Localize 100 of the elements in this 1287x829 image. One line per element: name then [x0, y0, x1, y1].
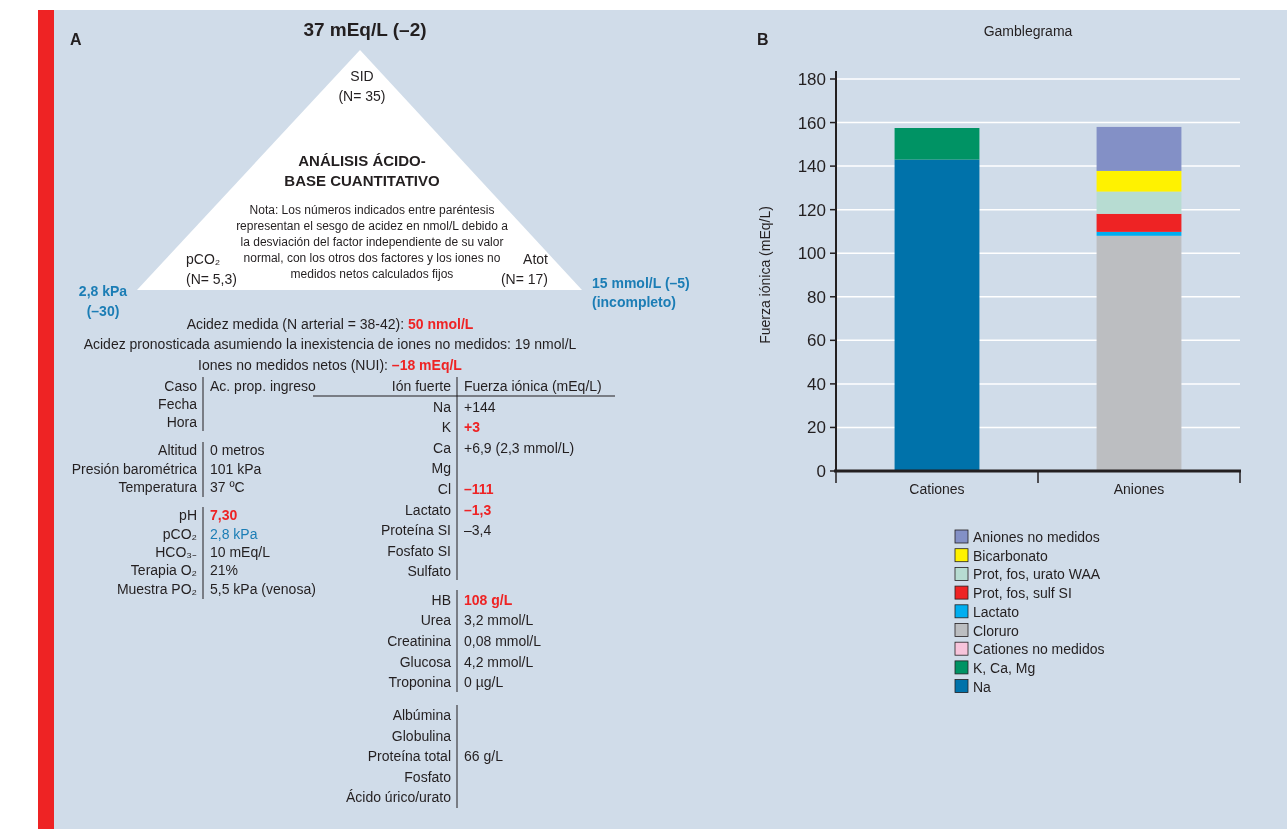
y-tick-label: 40 [807, 374, 826, 394]
text: 37 mEq/L (–2) [303, 19, 427, 40]
text: Fosfato SI [387, 543, 451, 559]
text: 108 g/L [464, 592, 513, 608]
legend-label: Prot, fos, sulf SI [973, 585, 1072, 602]
text: HCO₃₋ [155, 544, 197, 560]
text: Temperatura [118, 479, 198, 495]
text: 5,5 kPa (venosa) [210, 581, 316, 597]
y-tick-label: 60 [807, 331, 826, 351]
y-tick-label: 80 [807, 287, 826, 307]
text: Presión barométrica [71, 461, 198, 477]
legend-label: K, Ca, Mg [973, 659, 1036, 676]
text: medidos netos calculados fijos [290, 267, 454, 281]
text: Proteína total [367, 748, 451, 764]
text: Acidez pronosticada asumiendo la inexistencia de iones no medidos: 19 nmol/L [83, 336, 577, 352]
text: –1,3 [464, 502, 492, 518]
text: Nota: Los números indicados entre paréntesis [249, 203, 495, 217]
text: A [70, 31, 82, 48]
text: (N= 17) [500, 271, 548, 287]
text: 66 g/L [464, 748, 504, 764]
legend-label: Aniones no medidos [973, 529, 1100, 545]
text: Altitud [158, 442, 197, 458]
text: (N= 35) [338, 88, 386, 104]
text: (incompleto) [592, 294, 676, 310]
text: Cl [437, 481, 451, 497]
text: Lactato [405, 502, 452, 518]
text: normal, con los otros dos factores y los iones no [243, 251, 501, 265]
text: Globulina [391, 728, 452, 744]
legend-label: Bicarbonato [973, 547, 1048, 564]
text: pH [179, 507, 197, 523]
text: HB [431, 592, 451, 608]
text: 0,08 mmol/L [464, 633, 542, 649]
text: (N= 5,3) [186, 271, 237, 287]
text: 10 mEq/L [210, 544, 271, 560]
legend-label: Cloruro [973, 622, 1020, 639]
text: 3,2 mmol/L [464, 612, 534, 628]
text: Glucosa [399, 654, 452, 670]
legend-label: Lactato [973, 603, 1020, 620]
legend-label: Prot, fos, urato WAA [973, 566, 1101, 583]
text: Hora [166, 414, 198, 430]
text: (–30) [86, 303, 120, 319]
text: ANÁLISIS ÁCIDO- [298, 152, 426, 169]
text: B [757, 31, 769, 48]
text: Troponina [388, 674, 452, 690]
x-tick-label: Aniones [1113, 481, 1165, 497]
text: Caso [164, 378, 198, 394]
text: +144 [464, 399, 496, 415]
text: 15 mmol/L (–5) [592, 275, 690, 291]
text: 0 µg/L [464, 674, 504, 690]
text: +3 [464, 419, 481, 435]
text: –18 mEq/L [391, 357, 463, 373]
text: 2,8 kPa [210, 526, 258, 542]
x-tick-label: Cationes [909, 481, 965, 497]
text: Sulfato [407, 563, 452, 579]
text: Ácido úrico/urato [345, 789, 452, 805]
legend-label: Cationes no medidos [973, 641, 1105, 658]
text: SID [350, 68, 374, 84]
text: 37 ºC [210, 479, 245, 495]
text: Fecha [158, 396, 198, 412]
y-tick-label: 120 [797, 200, 826, 220]
text: –3,4 [464, 522, 492, 538]
chart-title: Gamblegrama [983, 23, 1073, 39]
legend-label: Na [973, 678, 992, 695]
text: pCO₂ [162, 526, 197, 542]
text: 7,30 [210, 507, 238, 523]
text: +6,9 (2,3 mmol/L) [464, 440, 575, 456]
text: Iones no medidos netos (NUI): [198, 357, 392, 373]
text: –111 [464, 481, 494, 497]
text: 0 metros [210, 442, 265, 458]
y-tick-label: 160 [797, 113, 826, 133]
text: BASE CUANTITATIVO [284, 172, 440, 189]
text: Ión fuerte [391, 378, 452, 394]
text: 21% [210, 562, 239, 578]
text: Atot [523, 251, 549, 267]
text: K [441, 419, 452, 435]
text: Urea [420, 612, 452, 628]
y-tick-label: 20 [807, 418, 826, 438]
text: 2,8 kPa [78, 283, 128, 299]
text: Fosfato [404, 769, 452, 785]
y-axis-title: Fuerza iónica (mEq/L) [757, 206, 773, 344]
text: Na [433, 399, 452, 415]
text: Creatinina [387, 633, 452, 649]
text: 101 kPa [210, 461, 262, 477]
text: la desviación del factor independiente de su valor [240, 235, 504, 249]
text: Terapia O₂ [130, 562, 197, 578]
text: Acidez medida (N arterial = 38-42): [186, 316, 409, 332]
text: Albúmina [392, 707, 452, 723]
text: Ac. prop. ingreso [210, 378, 317, 394]
text: Muestra PO₂ [116, 581, 197, 597]
text: Fuerza iónica (mEq/L) [464, 378, 602, 394]
y-tick-label: 0 [816, 462, 826, 481]
y-tick-label: 140 [797, 157, 826, 177]
text: 4,2 mmol/L [464, 654, 534, 670]
text: Proteína SI [380, 522, 451, 538]
text: Mg [431, 460, 451, 476]
text: pCO₂ [186, 251, 221, 267]
text: 50 nmol/L [408, 316, 474, 332]
y-tick-label: 100 [797, 244, 826, 264]
text: Ca [433, 440, 452, 456]
text: representan el sesgo de acidez en nmol/L debido a [236, 219, 509, 233]
